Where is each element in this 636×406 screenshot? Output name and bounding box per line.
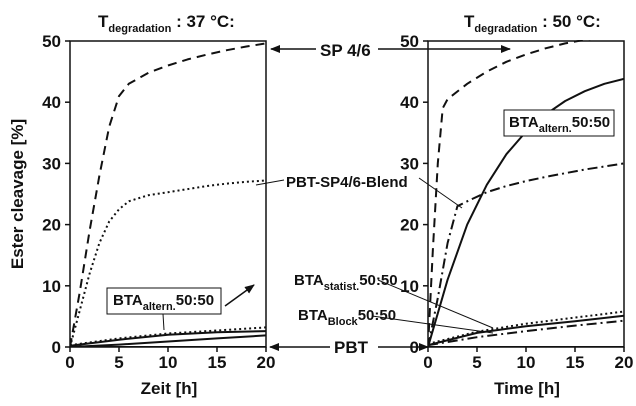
left-series-line-3 xyxy=(70,330,266,347)
right-x-tick-label: 5 xyxy=(472,353,481,372)
bta-altern-left-leader xyxy=(162,313,165,331)
bta-altern-left-arrow xyxy=(224,284,255,307)
left-y-tick-label: 10 xyxy=(42,277,61,296)
right-x-tick-label: 10 xyxy=(517,353,536,372)
bta-altern-left-label: BTAaltern.50:50 xyxy=(113,292,214,313)
bta-altern-right-label: BTAaltern.50:50 xyxy=(509,114,610,135)
blend-leader-left xyxy=(255,179,285,186)
left-y-tick-label: 30 xyxy=(42,154,61,173)
right-y-tick-label: 30 xyxy=(400,154,419,173)
right-x-tick-label: 15 xyxy=(566,353,585,372)
right-series-line-0 xyxy=(428,40,592,347)
bta-altern-right-box xyxy=(503,109,615,137)
left-x-axis-label: Zeit [h] xyxy=(141,379,198,398)
blend-leader-right xyxy=(418,177,463,209)
right-y-tick-label: 20 xyxy=(400,216,419,235)
bta-altern-left-box xyxy=(106,287,222,315)
left-y-tick-label: 50 xyxy=(42,32,61,51)
left-y-tick-label: 0 xyxy=(52,338,61,357)
left-panel-plot: 0 5 10 15 20 0 10 20 30 40 50 xyxy=(42,32,275,372)
right-x-tick-label: 20 xyxy=(615,353,634,372)
left-series-line-4 xyxy=(70,334,266,347)
left-x-tick-label: 10 xyxy=(159,353,178,372)
left-y-tick-label: 20 xyxy=(42,216,61,235)
sp46-label: SP 4/6 xyxy=(320,41,371,60)
blend-label: PBT-SP4/6-Blend xyxy=(286,174,408,191)
right-y-tick-label: 40 xyxy=(400,93,419,112)
left-series-line-0 xyxy=(70,42,266,347)
bta-block-leader xyxy=(371,315,494,334)
right-y-tick-label: 50 xyxy=(400,32,419,51)
right-series-line-3 xyxy=(428,310,624,345)
y-axis-label: Ester cleavage [%] xyxy=(8,119,27,269)
bta-statist-leader xyxy=(377,279,494,329)
bta-statist-label: BTAstatist.50:50 xyxy=(294,272,398,293)
right-x-axis-label: Time [h] xyxy=(494,379,560,398)
left-y-tick-label: 40 xyxy=(42,93,61,112)
bta-block-label: BTABlock50:50 xyxy=(298,307,396,328)
left-series-line-1 xyxy=(70,179,266,347)
right-x-tick-label: 0 xyxy=(423,353,432,372)
left-panel-title: Tdegradation : 37 °C: xyxy=(98,12,235,35)
right-series-line-1 xyxy=(428,162,624,347)
left-x-tick-label: 5 xyxy=(114,353,123,372)
left-x-tick-label: 15 xyxy=(208,353,227,372)
right-panel-title: Tdegradation : 50 °C: xyxy=(464,12,601,35)
left-x-tick-label: 20 xyxy=(257,353,276,372)
left-x-tick-label: 0 xyxy=(65,353,74,372)
pbt-label: PBT xyxy=(334,338,369,357)
right-series-line-5 xyxy=(428,319,624,347)
right-series-line-4 xyxy=(428,314,624,347)
